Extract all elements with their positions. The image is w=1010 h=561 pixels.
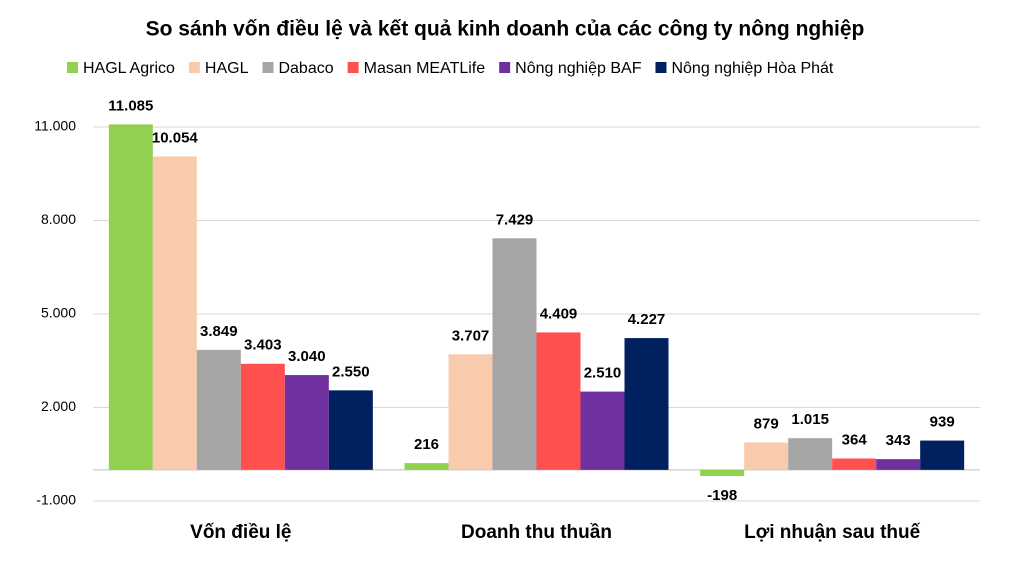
value-label: 10.054 [152,129,199,146]
bar [832,458,877,470]
bar [108,124,153,470]
bar [536,332,581,470]
bar [624,338,669,470]
value-label: 2.510 [584,365,622,382]
value-label: 3.040 [288,348,326,365]
y-tick-label: 11.000 [34,118,76,134]
value-label: 343 [886,432,911,449]
bar [404,463,449,470]
bar [492,238,537,470]
bar [328,390,373,470]
legend-swatch [499,62,511,73]
legend-swatch [347,62,359,73]
legend-label: Dabaco [278,60,333,77]
bar [920,440,965,470]
legend-label: HAGL Agrico [83,60,175,77]
y-tick-label: 5.000 [41,305,76,321]
bar [284,375,329,470]
legend-label: Masan MEATLife [364,60,486,77]
value-label: 4.409 [540,305,578,322]
legend-label: HAGL [205,60,249,77]
bar [448,354,493,470]
bar [744,442,789,470]
legend-swatch [655,62,667,73]
legend-swatch [67,62,78,73]
value-label: 3.849 [200,323,238,340]
bar [876,459,921,470]
value-label: 7.429 [496,211,534,228]
x-tick-label: Lợi nhuận sau thuế [744,522,920,543]
value-label: 3.403 [244,337,282,354]
value-label: 879 [754,415,779,432]
value-label: 3.707 [452,327,490,344]
legend-label: Nông nghiệp Hòa Phát [671,60,833,77]
legend-swatch [262,62,274,73]
bar [240,363,285,470]
value-label: 216 [414,436,439,453]
bar [700,469,745,477]
value-label: -198 [707,487,737,504]
legend-label: Nông nghiệp BAF [515,60,642,77]
y-tick-label: 2.000 [41,398,76,414]
value-label: 2.550 [332,363,370,380]
chart-title: So sánh vốn điều lệ và kết quả kinh doan… [146,18,865,41]
bar [196,349,241,470]
bar [788,438,833,470]
value-label: 1.015 [791,411,829,428]
bar [152,156,197,470]
value-label: 364 [842,431,868,448]
value-label: 11.085 [108,97,153,114]
value-label: 4.227 [628,311,666,328]
x-tick-label: Vốn điều lệ [190,522,291,543]
value-label: 939 [930,414,955,431]
y-tick-label: -1.000 [36,492,76,508]
bar [580,391,625,470]
y-tick-label: 8.000 [41,211,76,227]
x-tick-label: Doanh thu thuần [461,522,612,543]
legend-swatch [188,62,200,73]
